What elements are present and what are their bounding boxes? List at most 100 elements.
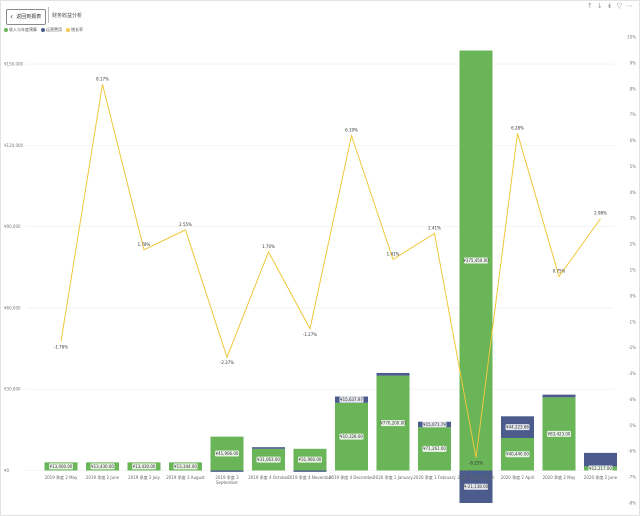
bar-label-bg: [422, 445, 447, 452]
bar-income-label: ¥13,430.00: [91, 464, 114, 469]
chevron-left-icon: ‹: [10, 12, 14, 21]
legend-label-growth: 增长率: [71, 27, 83, 32]
y-right-tick-label: 1%: [630, 268, 637, 273]
bar-expense: [584, 452, 617, 467]
y-right-tick-label: 8%: [630, 86, 637, 91]
y-left-tick-label: ¥120,000: [4, 143, 24, 148]
x-tick-label: 2020 季度 1 January: [373, 474, 413, 480]
bar-income-label: ¥41,906.00: [216, 451, 239, 456]
visual-toolbar: ↑ ↓ ↡ ▽ ⋯: [587, 2, 633, 10]
bar-income-label: ¥31,960.00: [299, 457, 322, 462]
line-series: -1.76% 8.17% 1.78% 2.55% -2.37% 1.70% -1.27% 6.…: [54, 76, 607, 465]
bar-income-label: ¥13,000.00: [50, 464, 73, 469]
legend-item-growth[interactable]: 增长率: [66, 27, 83, 33]
y-right-tick-label: 10%: [627, 35, 636, 40]
bar-income-label: ¥12,217.00: [589, 466, 612, 471]
bar-income-label: ¥13,344.00: [174, 464, 197, 469]
bar-income-label: ¥13,430.00: [133, 464, 156, 469]
growth-point-label: 2.55%: [179, 222, 192, 227]
bar-label-bg: [464, 483, 488, 490]
growth-point-label: -2.37%: [220, 360, 234, 365]
x-tick-label: 2020 季度 2 May: [543, 474, 576, 480]
x-tick-label: 2020 季度 1 March: [458, 474, 495, 480]
bar-expense: [542, 394, 576, 398]
line-growth: [60, 84, 601, 458]
growth-point-label: 8.17%: [96, 76, 109, 81]
bar-series: ¥13,000.00 ¥13,430.00 ¥13,430.00 ¥13,344.00…: [44, 50, 617, 503]
y-right-tick-label: 7%: [630, 112, 637, 117]
bar-expense-label: ¥15,637.97: [340, 397, 363, 402]
legend-swatch-income: [4, 28, 8, 32]
bar-label-bg: [422, 421, 447, 428]
legend-label-expense: 运营费用: [46, 27, 62, 32]
bar-income-label: ¥375,450.00: [463, 258, 489, 263]
y-right-tick-label: -4%: [628, 397, 636, 402]
legend-label-income: 收入与年度预算: [9, 27, 37, 32]
legend-swatch-growth: [66, 28, 70, 32]
chart-grid: [26, 63, 614, 471]
y-right-tick-label: 9%: [630, 60, 637, 65]
growth-point-label: -1.76%: [54, 344, 68, 349]
more-icon[interactable]: ⋯: [626, 2, 633, 10]
x-tick-label: 2020 季度 1 February: [413, 474, 456, 480]
bar-label-bg: [547, 430, 571, 437]
bar-label-bg: [215, 450, 239, 457]
bar-expense-label: ¥-21,138.00: [464, 484, 489, 489]
growth-point-label: 1.70%: [262, 244, 275, 249]
bar-label-bg: [505, 424, 530, 431]
y-axis-left: ¥0 ¥30,000 ¥60,000 ¥90,000 ¥120,000 ¥150,000: [4, 62, 24, 473]
bar-income-label: ¥770,200.00: [380, 420, 406, 425]
bar-label-bg: [505, 451, 530, 458]
y-right-tick-label: 5%: [630, 164, 637, 169]
x-tick-label: 2020 季度 2 April: [501, 474, 535, 480]
y-right-tick-label: 4%: [630, 190, 637, 195]
y-right-tick-label: -8%: [628, 501, 636, 506]
expand-icon[interactable]: ↡: [606, 2, 613, 10]
arrow-down-icon[interactable]: ↓: [596, 2, 603, 10]
growth-point-label: 2.41%: [428, 225, 441, 230]
bar-income-label: ¥40,440.00: [506, 452, 529, 457]
x-tick-label: 2019 季度 3 August: [166, 474, 205, 480]
bar-income-label: ¥71,261.00: [423, 446, 446, 451]
growth-point-label: 6.19%: [345, 128, 358, 133]
bar-label-bg: [132, 463, 156, 470]
bar-expense: [252, 447, 285, 449]
y-right-tick-label: 0%: [630, 293, 637, 298]
legend-item-expense[interactable]: 运营费用: [41, 27, 62, 33]
y-left-tick-label: ¥90,000: [4, 224, 21, 229]
x-axis: 2019 季度 2 May 2019 季度 2 June 2019 季度 3 Jul…: [45, 474, 618, 485]
bar-expense-label: ¥44,223.66: [506, 425, 529, 430]
x-tick-label: September: [216, 480, 238, 485]
y-right-tick-label: -6%: [628, 449, 636, 454]
bar-label-bg: [49, 463, 73, 470]
growth-point-label: 1.78%: [138, 242, 151, 247]
growth-point-label: 6.28%: [511, 125, 524, 130]
chart-legend: 收入与年度预算 运营费用 增长率: [4, 27, 83, 33]
x-tick-label: 2019 季度 4 November: [287, 474, 333, 480]
back-to-report-button[interactable]: ‹ 返回到报表: [6, 9, 47, 25]
bar-income-label: ¥83,423.00: [548, 431, 571, 436]
legend-item-income[interactable]: 收入与年度预算: [4, 27, 37, 33]
x-tick-label: 2019 季度 3 July: [128, 474, 160, 480]
y-right-tick-label: -3%: [628, 371, 636, 376]
filter-icon[interactable]: ▽: [616, 2, 622, 10]
legend-swatch-expense: [41, 28, 45, 32]
y-right-tick-label: -1%: [628, 319, 636, 324]
bar-label-bg: [339, 433, 364, 440]
y-right-tick-label: 3%: [630, 216, 637, 221]
bar-label-bg: [381, 420, 405, 427]
bar-expense: [210, 470, 244, 472]
bar-expense: [293, 470, 327, 472]
y-left-tick-label: ¥150,000: [4, 62, 24, 67]
y-right-tick-label: -5%: [628, 423, 636, 428]
y-right-tick-label: -2%: [628, 345, 636, 350]
bar-label-bg: [298, 456, 322, 463]
growth-point-label: 1.41%: [387, 251, 400, 256]
arrow-up-icon[interactable]: ↑: [586, 2, 593, 10]
bar-label-bg: [173, 463, 198, 470]
bar-label-bg: [90, 463, 115, 470]
bar-label-bg: [339, 396, 364, 403]
x-tick-label: 2019 季度 3: [215, 474, 239, 480]
y-right-tick-label: -7%: [628, 475, 636, 480]
